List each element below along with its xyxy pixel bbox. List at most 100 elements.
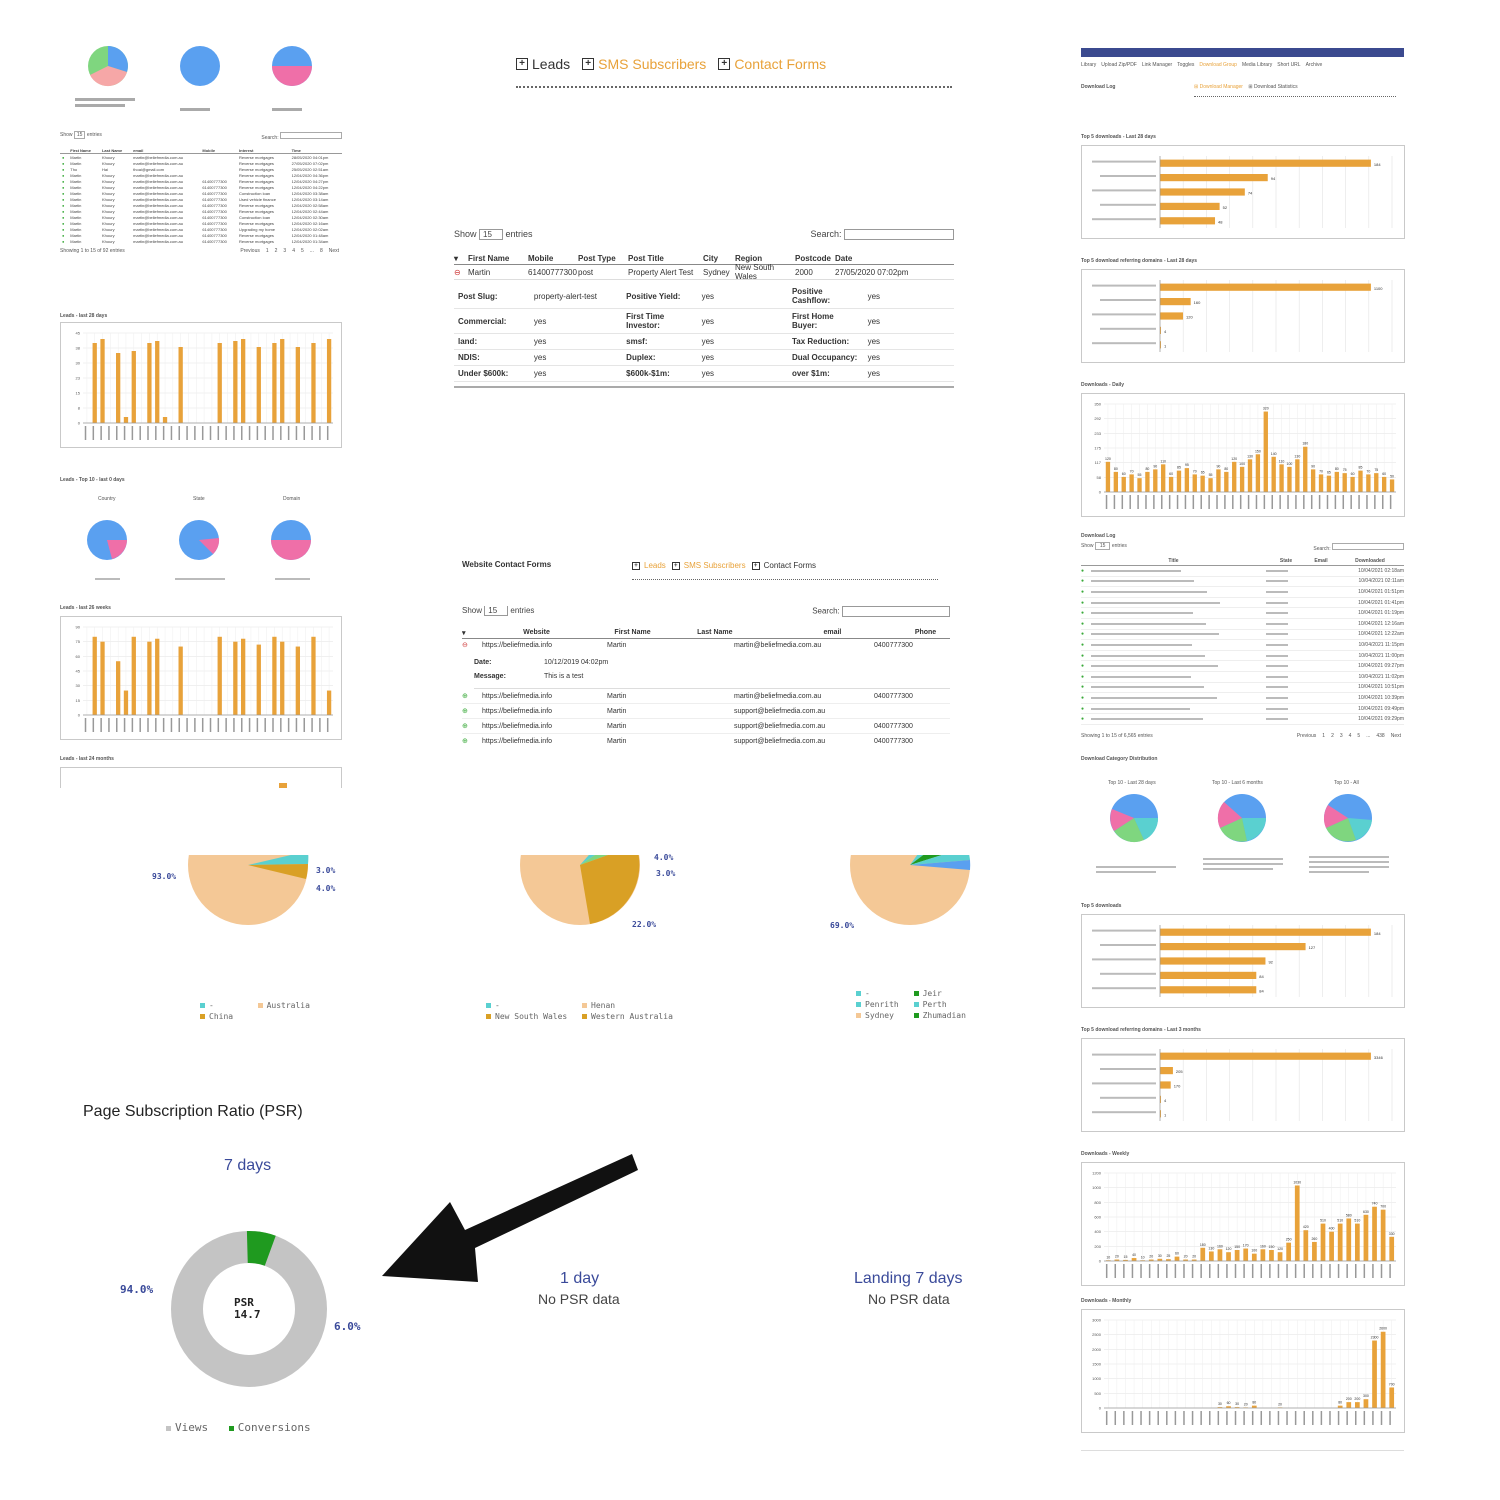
table-row[interactable]: ● Martin Khoury martin@beliefmedia.com.au Re… xyxy=(60,154,342,161)
mini-leads-pager[interactable]: Previous 1 2 3 4 5... 8 Next xyxy=(237,248,342,254)
pager-item[interactable]: 2 xyxy=(274,248,278,254)
pager-item[interactable]: 1 xyxy=(1322,732,1326,739)
table-row[interactable]: ● 10/04/2021 01:41pm xyxy=(1081,598,1404,609)
nav-item[interactable]: Upload Zip/PDF xyxy=(1101,62,1137,68)
log-search-input[interactable] xyxy=(1332,543,1404,550)
table-row[interactable]: ● Martin Khoury martin@beliefmedia.com.au Re… xyxy=(60,160,342,166)
tab-sms-small[interactable]: + SMS Subscribers xyxy=(671,561,746,570)
search-input[interactable] xyxy=(844,229,954,241)
table-row[interactable]: ● 10/04/2021 10:39pm xyxy=(1081,693,1404,704)
nav-item[interactable]: Toggles xyxy=(1177,62,1195,68)
pager-item[interactable]: 1 xyxy=(265,248,269,254)
table-row[interactable]: ● Martin Khoury martin@beliefmedia.com.au 61… xyxy=(60,190,342,196)
expand-icon[interactable]: ● xyxy=(1081,652,1085,659)
pager-item[interactable]: 4 xyxy=(292,248,295,254)
expand-icon[interactable]: ⊕ xyxy=(462,693,468,700)
header-cell[interactable]: First Name xyxy=(68,147,100,154)
table-row[interactable]: ● Martin Khoury martin@beliefmedia.com.au 61… xyxy=(60,232,342,238)
contact-search-input[interactable] xyxy=(842,606,950,617)
expand-icon[interactable]: ● xyxy=(1081,578,1085,585)
header-cell[interactable]: Mobile xyxy=(200,147,238,154)
table-row[interactable]: ● 10/04/2021 09:29pm xyxy=(1081,714,1404,725)
expand-icon[interactable]: ● xyxy=(62,160,65,166)
expand-icon[interactable]: ● xyxy=(1081,663,1085,670)
pager-item[interactable]: 438 xyxy=(1376,732,1385,739)
expand-icon[interactable]: ● xyxy=(62,202,65,208)
expand-icon[interactable]: ● xyxy=(62,154,65,160)
table-row[interactable]: ● 10/04/2021 11:02pm xyxy=(1081,672,1404,683)
table-row[interactable]: ● 10/04/2021 12:16am xyxy=(1081,619,1404,630)
table-row[interactable]: ● Martin Khoury martin@beliefmedia.com.au 61… xyxy=(60,184,342,190)
expand-icon[interactable]: ● xyxy=(62,172,65,178)
column-header[interactable]: Email xyxy=(1314,558,1328,564)
tab-contact-forms[interactable]: + Contact Forms xyxy=(718,56,826,72)
column-header[interactable]: Mobile xyxy=(528,253,554,263)
expand-icon[interactable]: ● xyxy=(1081,673,1085,680)
collapse-icon[interactable]: ⊖ xyxy=(454,267,461,277)
expand-icon[interactable]: ● xyxy=(62,220,65,226)
table-row[interactable]: ⊕ https://beliefmedia.info Martin support@b… xyxy=(462,704,950,719)
table-row[interactable]: ● 10/04/2021 01:19pm xyxy=(1081,608,1404,619)
nav-item[interactable]: Archive xyxy=(1305,62,1323,68)
expand-icon[interactable]: ● xyxy=(1081,694,1085,701)
table-row[interactable]: ● 10/04/2021 02:11am xyxy=(1081,577,1404,588)
tab-contact-small[interactable]: + Contact Forms xyxy=(751,561,816,570)
contact-row-expanded[interactable]: ⊖ https://beliefmedia.info Martin martin… xyxy=(462,641,913,650)
pager-item[interactable]: 3 xyxy=(1339,732,1343,739)
expand-icon[interactable]: ● xyxy=(1081,610,1085,617)
column-header[interactable]: State xyxy=(1279,558,1293,564)
expand-icon[interactable]: ● xyxy=(1081,684,1085,691)
nav-item[interactable]: Link Manager xyxy=(1141,62,1173,68)
table-row[interactable]: ● Martin Khoury martin@beliefmedia.com.au 61… xyxy=(60,214,342,220)
expand-icon[interactable]: ● xyxy=(1081,620,1085,627)
column-header[interactable]: Downloaded xyxy=(1355,558,1385,564)
pager-item[interactable]: ... xyxy=(1366,732,1371,739)
nav-item[interactable]: Library xyxy=(1081,62,1097,68)
leads-table-row[interactable]: ⊖ Martin 61400777300 post Property Alert Tes… xyxy=(454,263,954,281)
column-header[interactable]: Post Type xyxy=(578,253,616,263)
expand-icon[interactable]: ● xyxy=(62,166,65,172)
table-row[interactable]: ● 10/04/2021 09:49pm xyxy=(1081,704,1404,715)
column-header[interactable]: First Name xyxy=(468,253,510,263)
tab-sms-subscribers[interactable]: + SMS Subscribers xyxy=(582,56,706,72)
log-pager[interactable]: Previous 1 2 3 4 5... 438 Next xyxy=(1294,733,1404,739)
column-header[interactable]: Website xyxy=(523,629,550,636)
expand-icon[interactable]: ⊕ xyxy=(462,708,468,715)
pager-item[interactable]: Next xyxy=(1390,732,1401,739)
pager-item[interactable]: 3 xyxy=(283,248,287,254)
pager-item[interactable]: Next xyxy=(328,248,339,254)
expand-icon[interactable]: ● xyxy=(62,178,65,184)
table-row[interactable]: ● 10/04/2021 01:51pm xyxy=(1081,587,1404,598)
expand-icon[interactable]: ● xyxy=(62,190,65,196)
nav-item[interactable]: Download Group xyxy=(1199,62,1237,68)
status-minus-icon[interactable]: ⊖ xyxy=(462,642,468,649)
tab-leads[interactable]: + Leads xyxy=(516,56,570,72)
pager-item[interactable]: Previous xyxy=(240,248,260,254)
expand-icon[interactable]: ● xyxy=(62,196,65,202)
table-row[interactable]: ● 10/04/2021 12:22am xyxy=(1081,630,1404,641)
sort-icon[interactable]: ▾ xyxy=(462,629,466,637)
column-header[interactable]: Post Title xyxy=(628,253,664,263)
table-row[interactable]: ● 10/04/2021 11:15pm xyxy=(1081,640,1404,651)
expand-icon[interactable]: ⊕ xyxy=(462,738,468,745)
expand-icon[interactable]: ● xyxy=(62,208,65,214)
expand-icon[interactable]: ● xyxy=(1081,567,1085,574)
show-entries-select[interactable]: 15 xyxy=(479,229,503,240)
expand-icon[interactable]: ● xyxy=(62,232,65,238)
tab-download-statistics[interactable]: ⊞ Download Statistics xyxy=(1248,84,1298,90)
expand-icon[interactable]: ● xyxy=(1081,599,1085,606)
table-row[interactable]: ⊕ https://beliefmedia.info Martin support@b… xyxy=(462,719,950,734)
pager-item[interactable]: 2 xyxy=(1331,732,1334,739)
table-row[interactable]: ● 10/04/2021 11:00pm xyxy=(1081,651,1404,662)
table-row[interactable]: ● Martin Khoury martin@beliefmedia.com.au Re… xyxy=(60,172,342,178)
table-row[interactable]: ⊕ https://beliefmedia.info Martin support@b… xyxy=(462,734,950,748)
expand-icon[interactable]: ● xyxy=(62,184,65,190)
column-header[interactable]: Phone xyxy=(914,629,937,636)
table-row[interactable]: ● Martin Khoury martin@beliefmedia.com.au 61… xyxy=(60,178,342,184)
column-header[interactable]: City xyxy=(703,253,719,263)
header-cell[interactable]: Time xyxy=(289,147,342,154)
expand-icon[interactable]: ● xyxy=(1081,641,1085,648)
column-header[interactable]: Last Name xyxy=(697,629,733,636)
expand-icon[interactable]: ● xyxy=(62,214,65,220)
table-row[interactable]: ● Martin Khoury martin@beliefmedia.com.au 61… xyxy=(60,196,342,202)
